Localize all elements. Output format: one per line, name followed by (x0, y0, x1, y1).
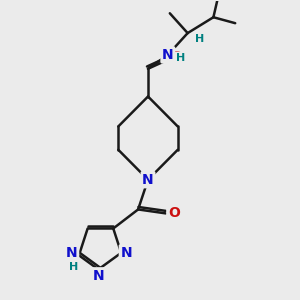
Text: H: H (69, 262, 78, 272)
Text: N: N (142, 173, 154, 187)
Text: O: O (170, 50, 182, 64)
Text: N: N (93, 269, 104, 283)
Text: O: O (168, 206, 180, 220)
Text: N: N (162, 48, 174, 62)
Text: H: H (176, 53, 185, 63)
Text: H: H (195, 34, 204, 44)
Text: N: N (66, 246, 78, 260)
Text: N: N (120, 246, 132, 260)
